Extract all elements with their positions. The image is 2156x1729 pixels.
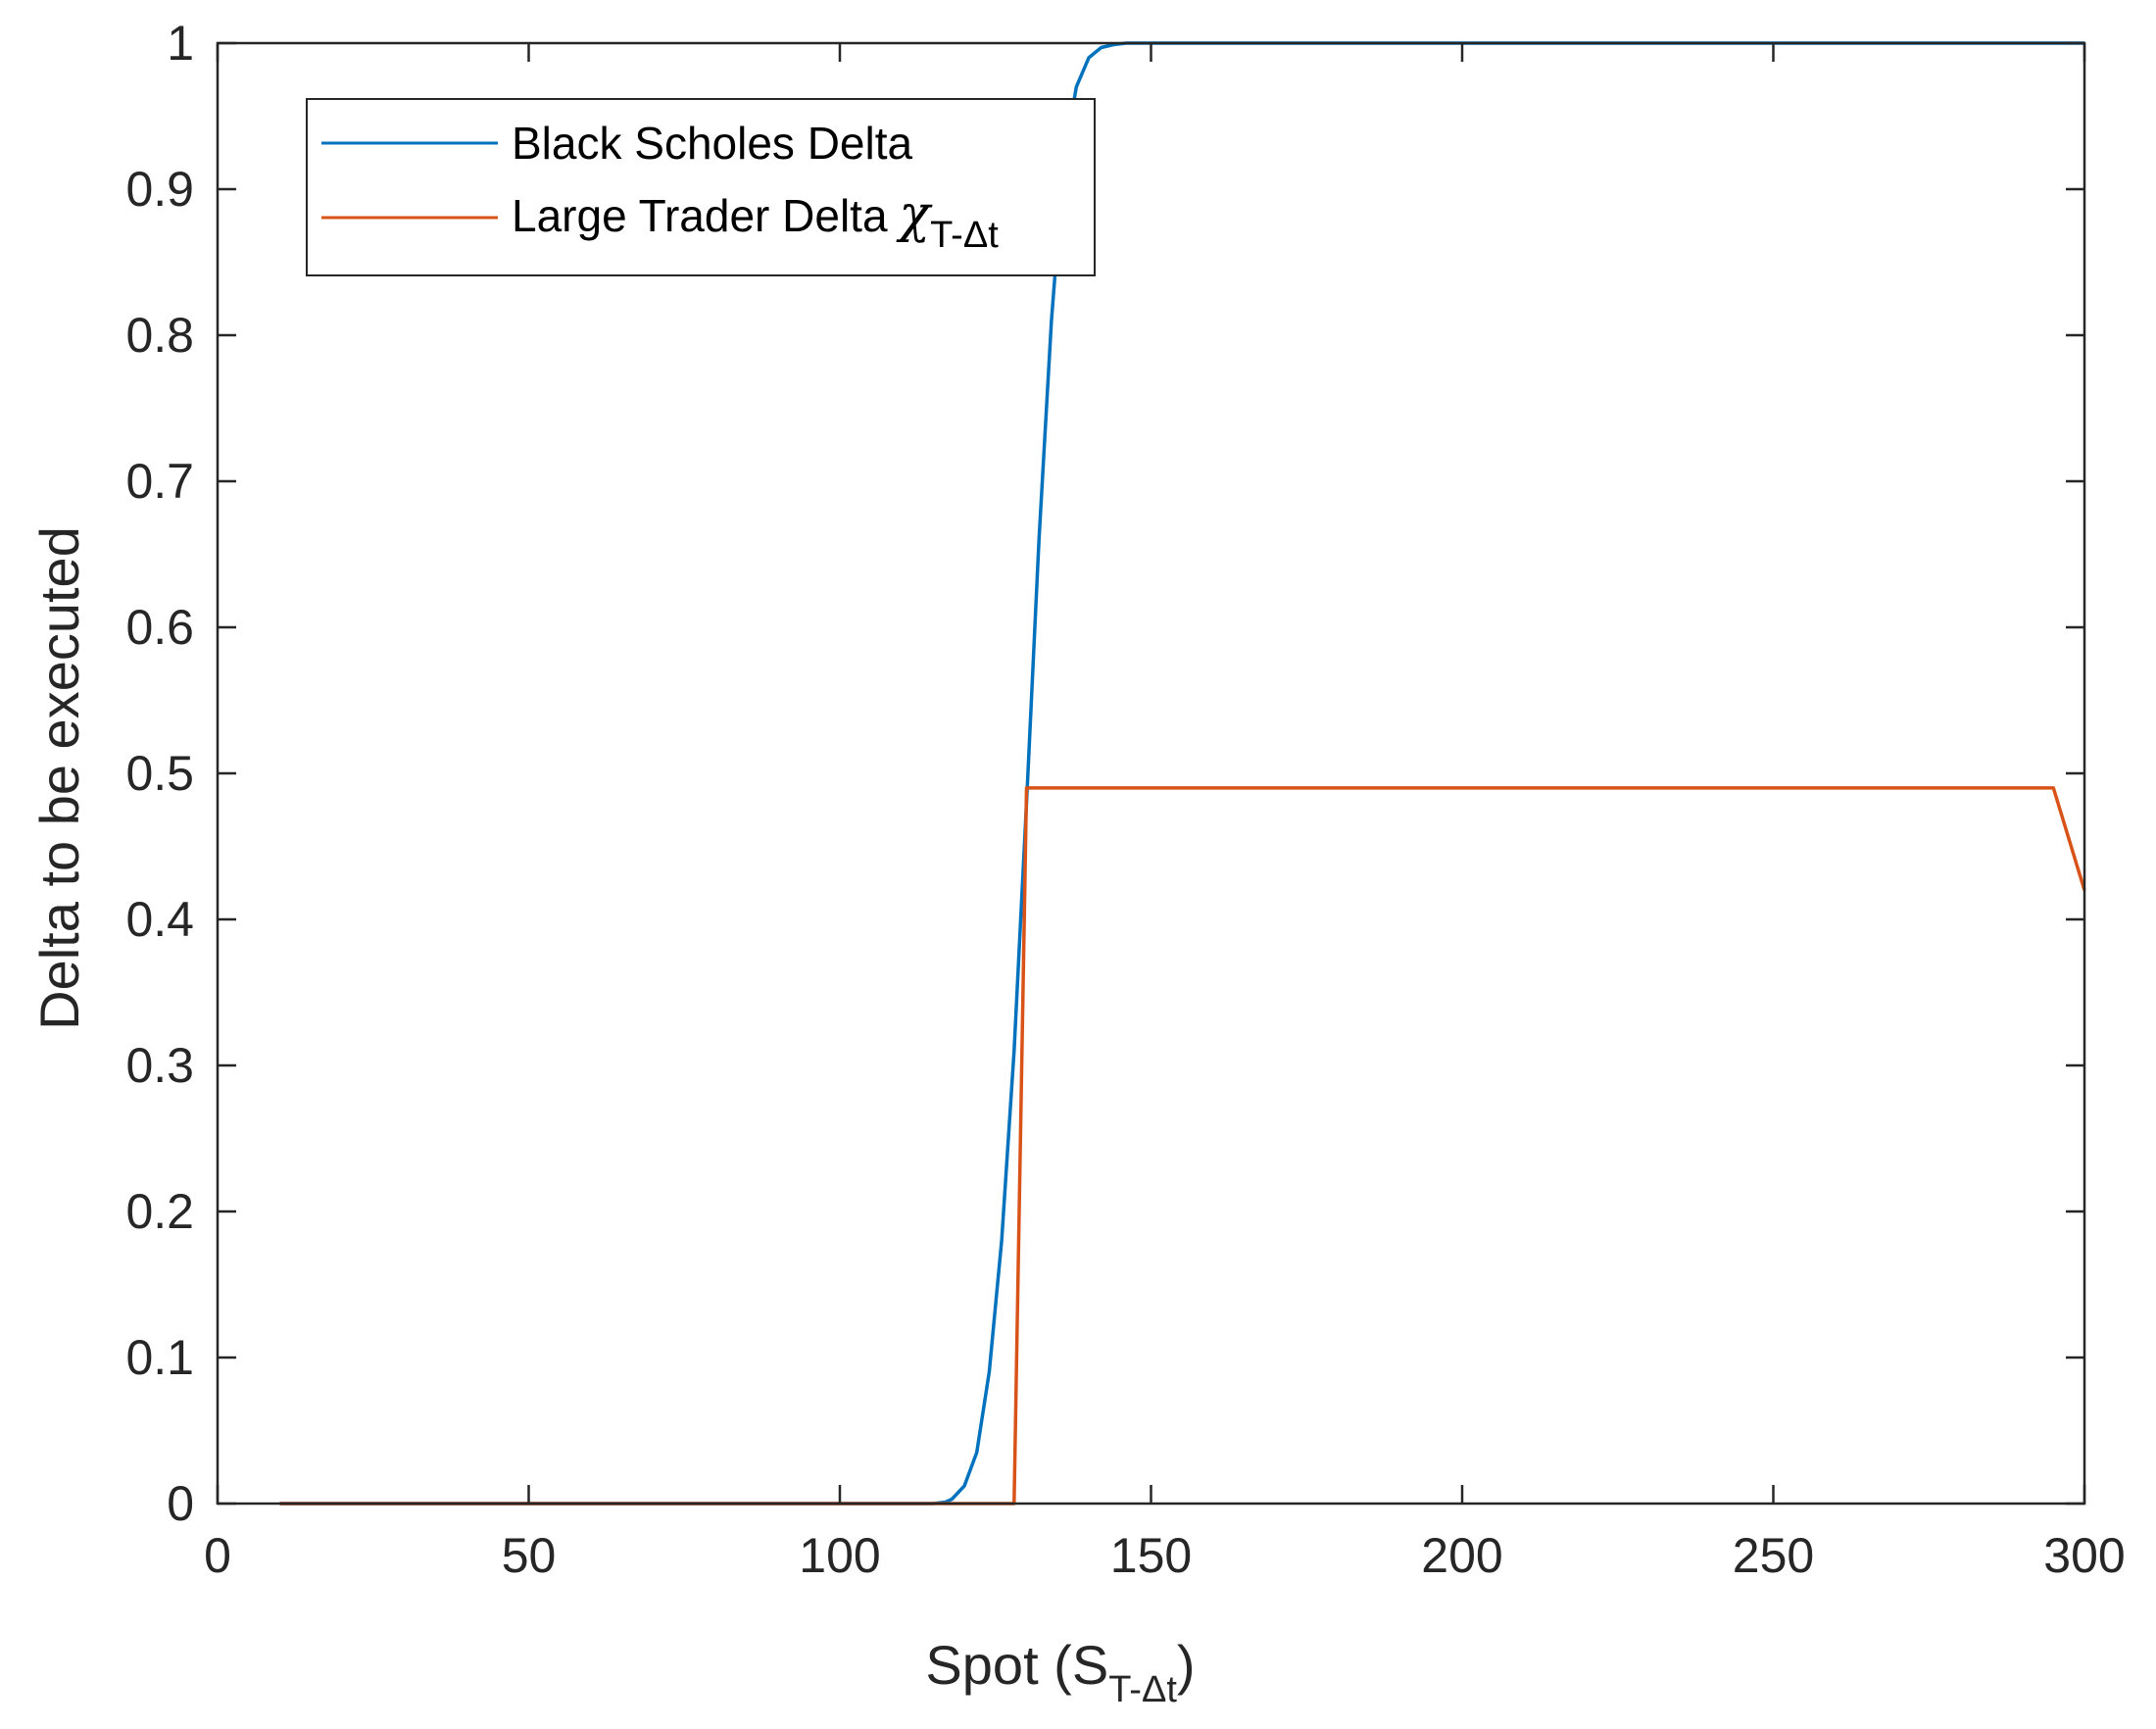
x-tick-label: 250 bbox=[1733, 1528, 1814, 1583]
y-tick-label: 0.6 bbox=[125, 600, 194, 655]
y-tick-label: 0.1 bbox=[125, 1330, 194, 1385]
legend: Black Scholes Delta Large Trader Delta χT… bbox=[306, 98, 1096, 276]
y-tick-label: 0.8 bbox=[125, 308, 194, 363]
x-tick-label: 100 bbox=[799, 1528, 880, 1583]
axes: 0 50 100 150 200 250 300 0 0.1 0.2 0.3 0.4 0.5 0.6 0.7… bbox=[125, 16, 2125, 1583]
y-tick-label: 0.5 bbox=[125, 746, 194, 801]
y-tick-label: 1 bbox=[167, 16, 194, 71]
x-tick-label: 300 bbox=[2043, 1528, 2125, 1583]
x-tick-label: 200 bbox=[1421, 1528, 1502, 1583]
x-tick-label: 50 bbox=[502, 1528, 557, 1583]
x-tick-label: 0 bbox=[204, 1528, 231, 1583]
y-tick-label: 0.4 bbox=[125, 892, 194, 947]
legend-box bbox=[306, 98, 1096, 276]
y-axis-label: Delta to be executed bbox=[28, 526, 90, 1030]
y-tick-label: 0 bbox=[167, 1476, 194, 1531]
y-tick-label: 0.2 bbox=[125, 1184, 194, 1239]
x-tick-label: 150 bbox=[1110, 1528, 1192, 1583]
y-tick-label: 0.3 bbox=[125, 1038, 194, 1093]
legend-label-black-scholes: Black Scholes Delta bbox=[512, 118, 912, 169]
x-axis-label: Spot (ST-Δt) bbox=[925, 1634, 1195, 1710]
y-tick-label: 0.9 bbox=[125, 162, 194, 217]
y-tick-label: 0.7 bbox=[125, 454, 194, 509]
legend-label-large-trader: Large Trader Delta χT-Δt bbox=[512, 185, 999, 256]
